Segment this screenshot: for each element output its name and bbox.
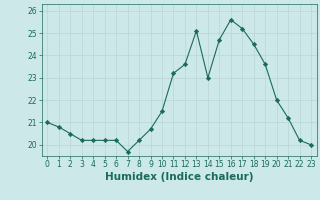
- X-axis label: Humidex (Indice chaleur): Humidex (Indice chaleur): [105, 172, 253, 182]
